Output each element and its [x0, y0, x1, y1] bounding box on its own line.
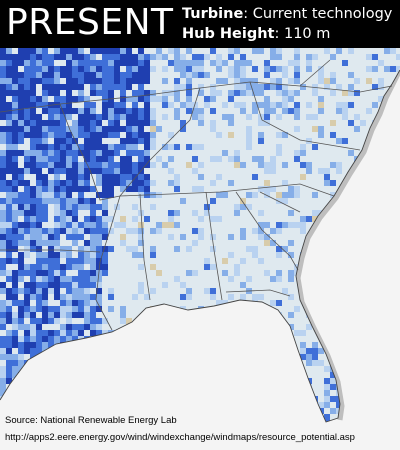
coast-shadow	[295, 68, 400, 421]
source: Source: National Renewable Energy Lab	[5, 415, 177, 426]
header-band	[0, 0, 400, 48]
hub-value: : 110 m	[274, 26, 331, 42]
url: http://apps2.eere.energy.gov/wind/windex…	[5, 432, 355, 443]
coastline	[0, 69, 400, 423]
wind-cell-layer	[0, 48, 400, 422]
turbine-value: : Current technology	[243, 6, 393, 22]
turbine-label: Turbine	[182, 6, 244, 22]
title: PRESENT	[6, 2, 174, 43]
turbine-line: Turbine: Current technology	[182, 6, 392, 22]
state-borders	[0, 59, 393, 331]
hub-label: Hub Height	[182, 26, 275, 42]
hub-line: Hub Height: 110 m	[182, 26, 330, 42]
